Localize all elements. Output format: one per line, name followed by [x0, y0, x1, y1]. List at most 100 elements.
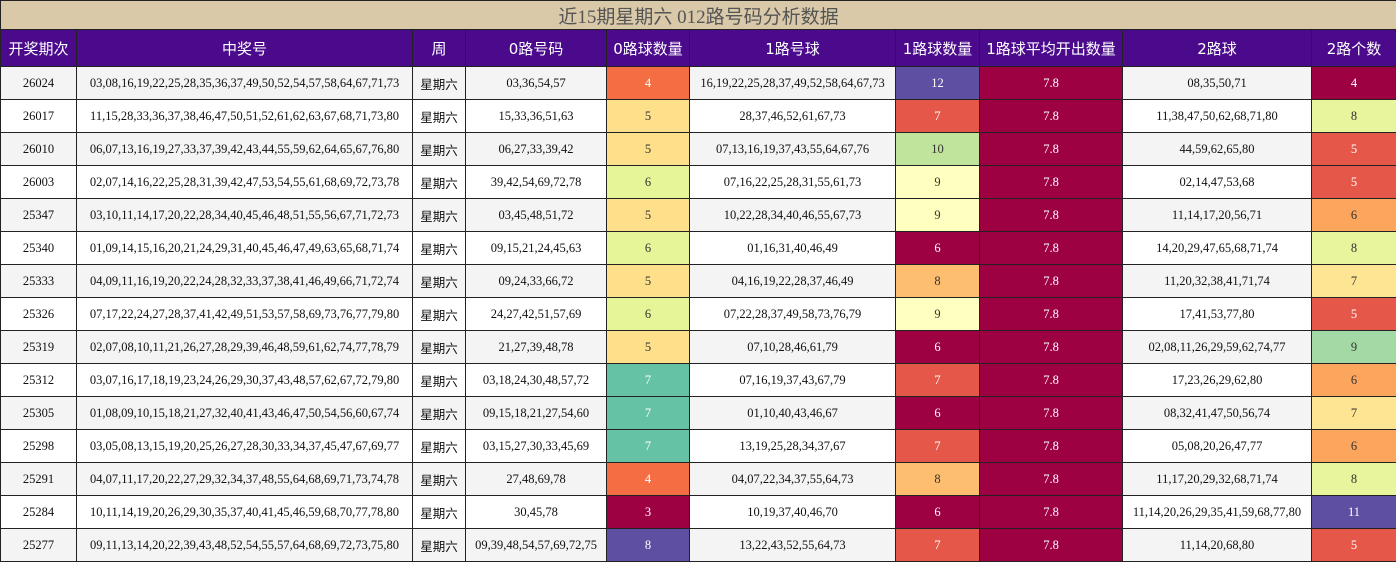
text-cell: 25312: [0, 363, 77, 397]
column-header: 开奖期次: [0, 29, 77, 67]
text-cell: 11,14,17,20,56,71: [1122, 198, 1312, 232]
text-cell: 28,37,46,52,61,67,73: [689, 99, 896, 133]
weekday-cell: 星期六: [412, 165, 466, 199]
text-cell: 14,20,29,47,65,68,71,74: [1122, 231, 1312, 265]
table-row: 26024 03,08,16,19,22,25,28,35,36,37,49,50…: [0, 66, 1396, 100]
text-cell: 03,36,54,57: [465, 66, 607, 100]
text-cell: 27,48,69,78: [465, 462, 607, 496]
count-cell: 7: [606, 429, 690, 463]
table-row: 25291 04,07,11,17,20,22,27,29,32,34,37,48…: [0, 462, 1396, 496]
table-title: 近15期星期六 012路号码分析数据: [0, 0, 1396, 30]
table-row: 25340 01,09,14,15,16,20,21,24,29,31,40,45…: [0, 231, 1396, 265]
count-cell: 7.8: [979, 165, 1123, 199]
count-cell: 7.8: [979, 99, 1123, 133]
count-cell: 7.8: [979, 396, 1123, 430]
text-cell: 25326: [0, 297, 77, 331]
count-cell: 4: [606, 462, 690, 496]
text-cell: 01,10,40,43,46,67: [689, 396, 896, 430]
table-row: 25284 10,11,14,19,20,26,29,30,35,37,40,41…: [0, 495, 1396, 529]
count-cell: 5: [1310, 528, 1396, 562]
text-cell: 25340: [0, 231, 77, 265]
text-cell: 04,07,22,34,37,55,64,73: [689, 462, 896, 496]
text-cell: 07,22,28,37,49,58,73,76,79: [689, 297, 896, 331]
text-cell: 11,14,20,26,29,35,41,59,68,77,80: [1122, 495, 1312, 529]
count-cell: 3: [606, 495, 690, 529]
count-cell: 8: [895, 264, 980, 298]
text-cell: 25333: [0, 264, 77, 298]
text-cell: 02,07,08,10,11,21,26,27,28,29,39,46,48,5…: [76, 330, 413, 364]
text-cell: 10,11,14,19,20,26,29,30,35,37,40,41,45,4…: [76, 495, 413, 529]
count-cell: 7.8: [979, 462, 1123, 496]
column-header: 1路球平均开出数量: [979, 29, 1123, 67]
weekday-cell: 星期六: [412, 495, 466, 529]
count-cell: 5: [1310, 132, 1396, 166]
text-cell: 03,18,24,30,48,57,72: [465, 363, 607, 397]
count-cell: 7.8: [979, 132, 1123, 166]
column-header: 周: [412, 29, 466, 67]
weekday-cell: 星期六: [412, 66, 466, 100]
count-cell: 7: [895, 429, 980, 463]
text-cell: 05,08,20,26,47,77: [1122, 429, 1312, 463]
text-cell: 07,16,22,25,28,31,55,61,73: [689, 165, 896, 199]
count-cell: 10: [895, 132, 980, 166]
table-row: 25305 01,08,09,10,15,18,21,27,32,40,41,43…: [0, 396, 1396, 430]
count-cell: 8: [1310, 231, 1396, 265]
column-header: 0路球数量: [606, 29, 690, 67]
text-cell: 01,08,09,10,15,18,21,27,32,40,41,43,46,4…: [76, 396, 413, 430]
table-row: 25347 03,10,11,14,17,20,22,28,34,40,45,46…: [0, 198, 1396, 232]
count-cell: 11: [1310, 495, 1396, 529]
count-cell: 6: [1310, 363, 1396, 397]
count-cell: 7: [895, 363, 980, 397]
text-cell: 16,19,22,25,28,37,49,52,58,64,67,73: [689, 66, 896, 100]
weekday-cell: 星期六: [412, 429, 466, 463]
text-cell: 15,33,36,51,63: [465, 99, 607, 133]
table-row: 26010 06,07,13,16,19,27,33,37,39,42,43,44…: [0, 132, 1396, 166]
count-cell: 8: [1310, 99, 1396, 133]
count-cell: 7: [1310, 396, 1396, 430]
count-cell: 7.8: [979, 330, 1123, 364]
count-cell: 7.8: [979, 231, 1123, 265]
count-cell: 6: [895, 396, 980, 430]
text-cell: 13,19,25,28,34,37,67: [689, 429, 896, 463]
weekday-cell: 星期六: [412, 462, 466, 496]
count-cell: 4: [1310, 66, 1396, 100]
text-cell: 24,27,42,51,57,69: [465, 297, 607, 331]
count-cell: 6: [1310, 198, 1396, 232]
weekday-cell: 星期六: [412, 297, 466, 331]
text-cell: 10,19,37,40,46,70: [689, 495, 896, 529]
text-cell: 11,17,20,29,32,68,71,74: [1122, 462, 1312, 496]
column-header: 2路个数: [1310, 29, 1396, 67]
column-header: 0路号码: [465, 29, 607, 67]
weekday-cell: 星期六: [412, 396, 466, 430]
count-cell: 7.8: [979, 429, 1123, 463]
count-cell: 7: [1310, 264, 1396, 298]
text-cell: 02,07,14,16,22,25,28,31,39,42,47,53,54,5…: [76, 165, 413, 199]
column-header: 1路号球: [689, 29, 896, 67]
text-cell: 26017: [0, 99, 77, 133]
count-cell: 8: [895, 462, 980, 496]
weekday-cell: 星期六: [412, 231, 466, 265]
table-row: 25277 09,11,13,14,20,22,39,43,48,52,54,55…: [0, 528, 1396, 562]
text-cell: 03,05,08,13,15,19,20,25,26,27,28,30,33,3…: [76, 429, 413, 463]
count-cell: 7.8: [979, 264, 1123, 298]
table-row: 25312 03,07,16,17,18,19,23,24,26,29,30,37…: [0, 363, 1396, 397]
count-cell: 9: [895, 297, 980, 331]
text-cell: 03,45,48,51,72: [465, 198, 607, 232]
text-cell: 09,15,21,24,45,63: [465, 231, 607, 265]
title-row: 近15期星期六 012路号码分析数据: [0, 0, 1396, 30]
table-row: 25326 07,17,22,24,27,28,37,41,42,49,51,53…: [0, 297, 1396, 331]
table-row: 26017 11,15,28,33,36,37,38,46,47,50,51,52…: [0, 99, 1396, 133]
text-cell: 09,15,18,21,27,54,60: [465, 396, 607, 430]
text-cell: 02,14,47,53,68: [1122, 165, 1312, 199]
table-row: 25298 03,05,08,13,15,19,20,25,26,27,28,30…: [0, 429, 1396, 463]
weekday-cell: 星期六: [412, 330, 466, 364]
text-cell: 17,23,26,29,62,80: [1122, 363, 1312, 397]
count-cell: 4: [606, 66, 690, 100]
text-cell: 04,16,19,22,28,37,46,49: [689, 264, 896, 298]
text-cell: 03,08,16,19,22,25,28,35,36,37,49,50,52,5…: [76, 66, 413, 100]
text-cell: 11,14,20,68,80: [1122, 528, 1312, 562]
text-cell: 13,22,43,52,55,64,73: [689, 528, 896, 562]
count-cell: 6: [606, 231, 690, 265]
